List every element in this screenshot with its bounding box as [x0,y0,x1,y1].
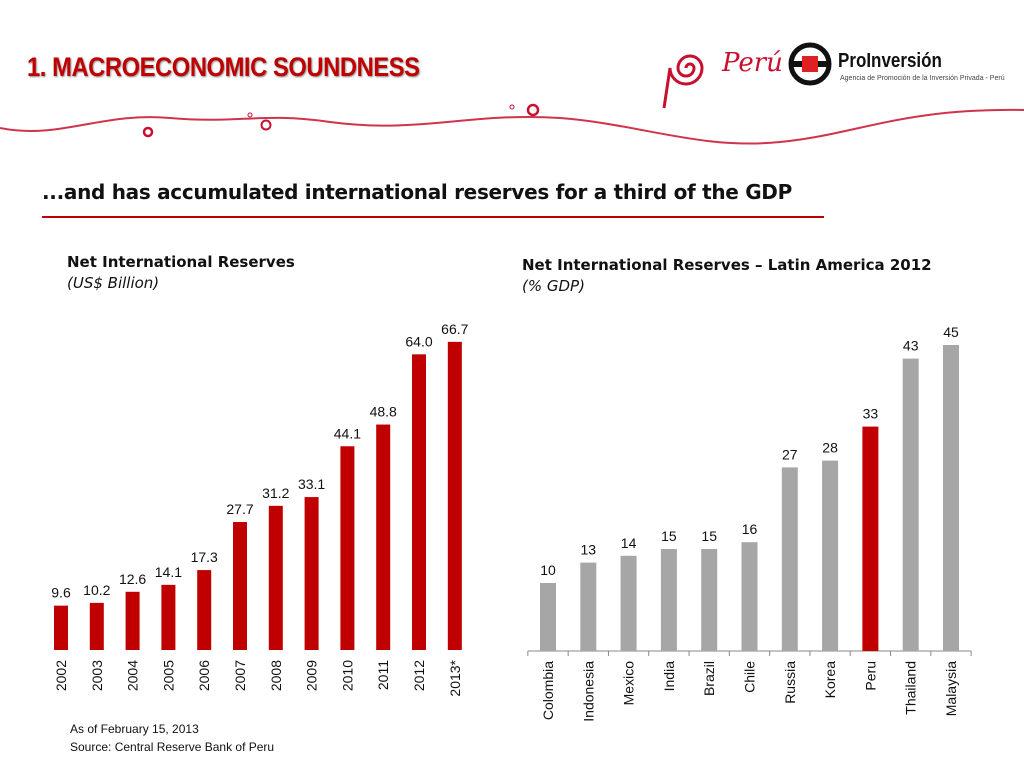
bar-2003 [89,602,104,650]
data-label: 31.2 [262,485,289,501]
category-label: Brazil [701,661,717,696]
reserves-bar-chart: 9.6 2002 10.2 2003 12.6 2004 14.1 2005 17.3 2006 2… [51,321,468,697]
bar-2008 [268,505,283,650]
data-label: 15 [701,528,717,544]
bar-russia [781,467,798,651]
data-label: 45 [943,324,959,340]
category-label: 2004 [125,660,141,691]
bar-2011 [376,424,391,650]
bar-thailand [902,358,919,651]
bar-chile [741,542,758,651]
data-label: 27 [782,446,798,462]
category-label: Chile [742,661,758,693]
right-chart-unit: (% GDP) [522,277,585,295]
right-chart-title: Net International Reserves – Latin Ameri… [522,256,932,274]
bar-2002 [54,605,68,650]
bar-india [660,549,677,651]
category-label: 2005 [160,660,176,691]
bar-2013 [447,341,462,650]
category-label: 2003 [89,660,105,691]
category-label: Malaysia [943,661,959,716]
bar-2009 [304,497,319,650]
data-label: 33 [863,406,879,422]
bar-colombia [540,583,556,651]
left-chart-title: Net International Reserves [67,253,295,271]
bar-2012 [412,354,426,650]
left-chart-unit: (US$ Billion) [67,274,160,292]
data-label: 33.1 [298,476,325,492]
bar-2010 [340,446,355,650]
category-label: Russia [782,661,798,704]
category-label: 2012 [411,660,427,691]
category-label: 2008 [268,660,284,691]
proinversion-logo-text: ProInversión [838,50,942,72]
category-label: India [661,661,677,692]
data-label: 48.8 [370,404,397,420]
data-label: 43 [903,338,919,354]
data-label: 14 [621,535,637,551]
category-label: Mexico [621,661,637,706]
data-label: 64.0 [405,333,432,349]
peru-logo-spiral [662,54,704,109]
decorative-wave [0,103,1024,145]
category-label: 2010 [339,660,355,691]
category-label: Thailand [903,661,919,715]
data-label: 12.6 [119,571,146,587]
category-label: 2006 [196,660,212,691]
category-label: 2013* [447,659,463,696]
source-note: Source: Central Reserve Bank of Peru [70,740,275,754]
date-note: As of February 15, 2013 [70,722,199,736]
data-label: 9.6 [51,585,71,601]
category-label: 2011 [375,660,391,690]
slide-subtitle: ...and has accumulated international res… [42,180,792,204]
bar-2006 [197,570,212,650]
subtitle-underline [42,216,824,218]
data-label: 10 [540,562,556,578]
bar-peru [862,426,879,651]
category-label: Indonesia [580,661,596,722]
category-label: 2009 [304,660,320,691]
data-label: 44.1 [334,425,361,441]
proinversion-tagline: Agencia de Promoción de la Inversión Pri… [840,75,1005,82]
proinversion-logo-icon [788,42,832,86]
data-label: 17.3 [191,549,218,565]
bar-indonesia [580,562,597,651]
category-label: 2007 [232,660,248,691]
data-label: 13 [581,542,597,558]
data-label: 27.7 [226,501,253,517]
peru-logo-text: Perú [722,48,783,78]
category-label: Colombia [540,661,556,720]
footnotes: As of February 15, 2013 Source: Central … [70,720,274,756]
bar-2007 [233,522,247,650]
bar-korea [822,460,839,651]
bar-2004 [125,591,140,650]
data-label: 28 [822,440,838,456]
data-label: 14.1 [155,564,182,580]
category-label: Peru [862,661,878,691]
category-label: Korea [822,661,838,699]
page-title: 1. MACROECONOMIC SOUNDNESS [27,52,420,82]
category-label: 2002 [53,660,69,691]
bar-2005 [161,584,176,650]
data-label: 66.7 [441,321,468,337]
bar-mexico [620,555,637,651]
data-label: 15 [661,528,677,544]
data-label: 10.2 [83,582,110,598]
bar-brazil [701,549,718,651]
bar-malaysia [943,345,959,651]
data-label: 16 [742,521,758,537]
